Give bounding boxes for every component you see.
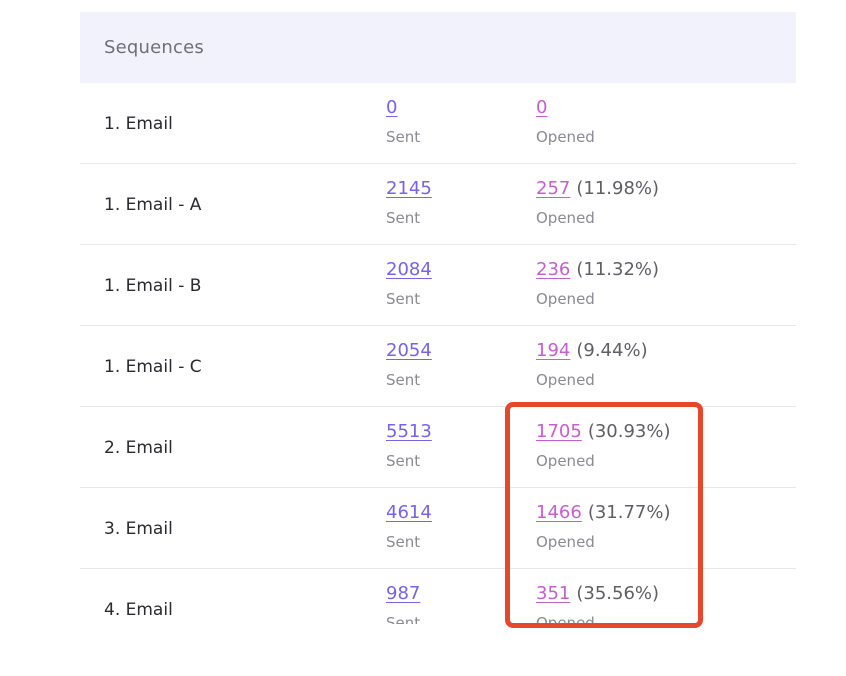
sent-metric: 2054 Sent xyxy=(386,340,432,389)
sent-caption: Sent xyxy=(386,614,421,624)
table-row: 1. Email 0 Sent 0 Opened xyxy=(80,83,796,164)
sent-count-link[interactable]: 2145 xyxy=(386,178,432,199)
sequences-table: Sequences 1. Email 0 Sent 0 Opened 1. Em… xyxy=(80,12,796,624)
row-label: 4. Email xyxy=(104,600,173,620)
sent-count-link[interactable]: 4614 xyxy=(386,502,432,523)
sent-caption: Sent xyxy=(386,371,421,389)
sent-caption: Sent xyxy=(386,290,421,308)
opened-metric: 236 (11.32%) Opened xyxy=(536,259,659,308)
row-label: 1. Email - B xyxy=(104,276,202,296)
table-row: 1. Email - A 2145 Sent 257 (11.98%) Opene… xyxy=(80,164,796,245)
opened-count-link[interactable]: 351 xyxy=(536,583,571,604)
opened-caption: Opened xyxy=(536,533,595,551)
sent-caption: Sent xyxy=(386,452,421,470)
opened-caption: Opened xyxy=(536,290,595,308)
opened-count-link[interactable]: 1466 xyxy=(536,502,582,523)
opened-percentage: (31.77%) xyxy=(587,502,671,523)
opened-caption: Opened xyxy=(536,371,595,389)
row-label: 1. Email xyxy=(104,114,173,134)
sent-metric: 2145 Sent xyxy=(386,178,432,227)
table-row: 1. Email - B 2084 Sent 236 (11.32%) Opene… xyxy=(80,245,796,326)
opened-caption: Opened xyxy=(536,452,595,470)
sent-metric: 987 Sent xyxy=(386,583,420,624)
sent-caption: Sent xyxy=(386,128,421,146)
opened-caption: Opened xyxy=(536,128,595,146)
sent-count-link[interactable]: 2054 xyxy=(386,340,432,361)
row-label: 1. Email - A xyxy=(104,195,202,215)
table-row: 2. Email 5513 Sent 1705 (30.93%) Opened xyxy=(80,407,796,488)
row-label: 3. Email xyxy=(104,519,173,539)
sent-count-link[interactable]: 5513 xyxy=(386,421,432,442)
opened-caption: Opened xyxy=(536,209,595,227)
sent-metric: 0 Sent xyxy=(386,97,420,146)
sent-count-link[interactable]: 0 xyxy=(386,97,398,118)
table-row: 1. Email - C 2054 Sent 194 (9.44%) Opened xyxy=(80,326,796,407)
row-label: 2. Email xyxy=(104,438,173,458)
opened-metric: 0 Opened xyxy=(536,97,595,146)
sent-count-link[interactable]: 987 xyxy=(386,583,421,604)
opened-caption: Opened xyxy=(536,614,595,624)
table-row: 4. Email 987 Sent 351 (35.56%) Opened xyxy=(80,569,796,624)
sent-count-link[interactable]: 2084 xyxy=(386,259,432,280)
opened-count-link[interactable]: 236 xyxy=(536,259,571,280)
table-header: Sequences xyxy=(80,12,796,83)
opened-count-link[interactable]: 194 xyxy=(536,340,571,361)
sent-metric: 4614 Sent xyxy=(386,502,432,551)
opened-percentage: (11.98%) xyxy=(576,178,660,199)
opened-metric: 194 (9.44%) Opened xyxy=(536,340,648,389)
opened-percentage: (9.44%) xyxy=(576,340,648,361)
sent-metric: 2084 Sent xyxy=(386,259,432,308)
opened-count-link[interactable]: 257 xyxy=(536,178,571,199)
sent-caption: Sent xyxy=(386,533,421,551)
table-row: 3. Email 4614 Sent 1466 (31.77%) Opened xyxy=(80,488,796,569)
opened-metric: 257 (11.98%) Opened xyxy=(536,178,659,227)
opened-percentage: (30.93%) xyxy=(587,421,671,442)
row-label: 1. Email - C xyxy=(104,357,202,377)
opened-metric: 351 (35.56%) Opened xyxy=(536,583,659,624)
sequences-header-title: Sequences xyxy=(104,37,204,58)
opened-count-link[interactable]: 0 xyxy=(536,97,548,118)
sent-caption: Sent xyxy=(386,209,421,227)
opened-count-link[interactable]: 1705 xyxy=(536,421,582,442)
opened-metric: 1466 (31.77%) Opened xyxy=(536,502,671,551)
opened-percentage: (35.56%) xyxy=(576,583,660,604)
opened-percentage: (11.32%) xyxy=(576,259,660,280)
sent-metric: 5513 Sent xyxy=(386,421,432,470)
opened-metric: 1705 (30.93%) Opened xyxy=(536,421,671,470)
